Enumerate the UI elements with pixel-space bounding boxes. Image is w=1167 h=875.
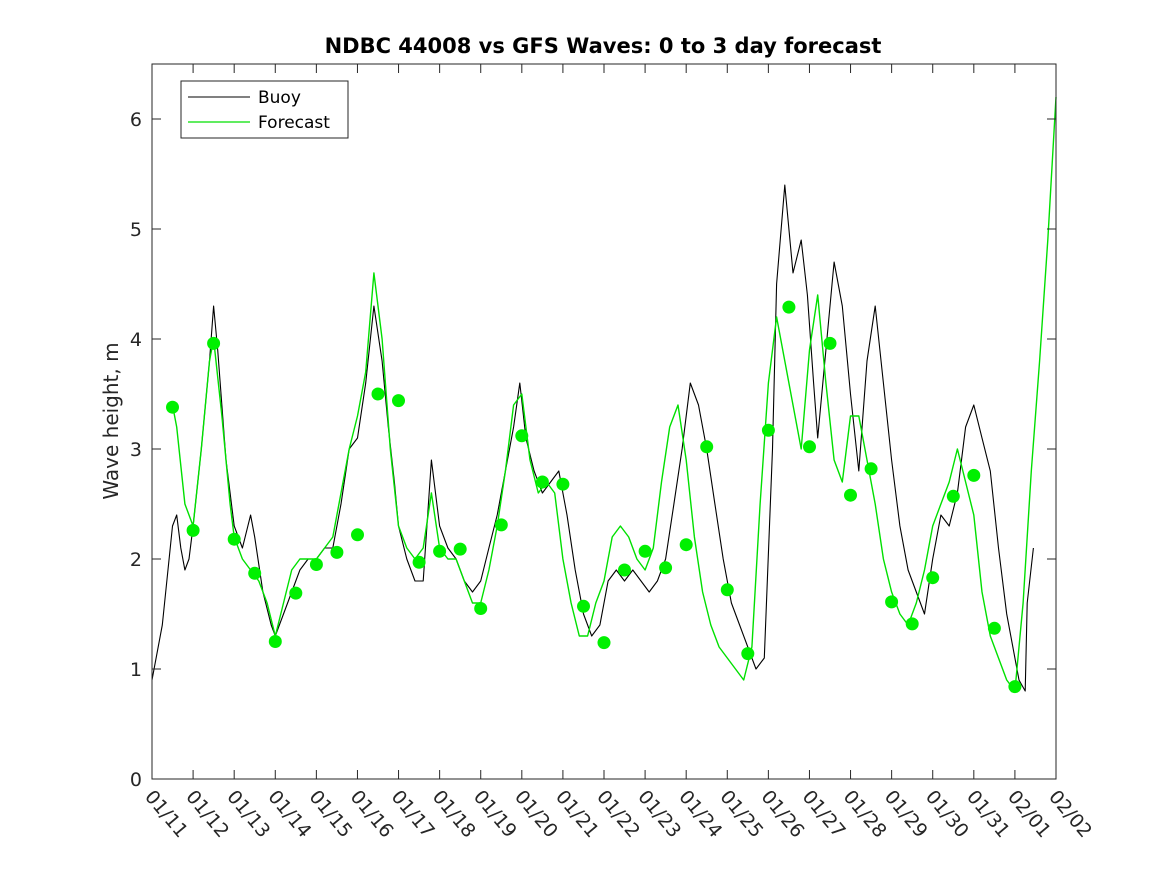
forecast-marker xyxy=(351,528,364,542)
forecast-marker xyxy=(967,468,981,482)
forecast-marker xyxy=(186,523,200,537)
forecast-marker xyxy=(946,489,960,503)
forecast-marker xyxy=(659,561,673,575)
forecast-marker xyxy=(289,586,303,600)
forecast-marker xyxy=(761,423,775,437)
legend-label-forecast: Forecast xyxy=(258,113,330,133)
forecast-marker xyxy=(207,336,221,350)
forecast-marker xyxy=(227,532,241,546)
forecast-marker xyxy=(885,595,899,609)
forecast-marker xyxy=(309,558,323,571)
forecast-marker xyxy=(741,647,755,661)
legend-box xyxy=(180,80,349,139)
forecast-marker xyxy=(679,538,693,552)
legend-label-buoy: Buoy xyxy=(258,88,301,108)
chart-title: NDBC 44008 vs GFS Waves: 0 to 3 day fore… xyxy=(325,34,882,58)
forecast-marker xyxy=(392,394,405,408)
forecast-marker xyxy=(1008,680,1022,694)
y-tick-label: 2 xyxy=(130,549,142,571)
y-tick-label: 1 xyxy=(130,659,142,681)
y-tick-label: 4 xyxy=(130,329,142,351)
legend: Buoy Forecast xyxy=(180,80,349,139)
forecast-marker xyxy=(844,488,857,502)
y-tick-label: 5 xyxy=(130,219,142,241)
forecast-marker xyxy=(618,563,631,577)
y-tick-label: 6 xyxy=(130,109,142,131)
forecast-marker xyxy=(782,300,796,314)
forecast-marker xyxy=(987,621,1001,635)
forecast-marker xyxy=(330,545,344,559)
forecast-marker xyxy=(433,544,447,558)
plot-area xyxy=(152,64,1056,779)
forecast-marker xyxy=(823,336,837,350)
y-axis-title: Wave height, m xyxy=(99,342,123,499)
forecast-marker xyxy=(556,477,570,491)
forecast-marker xyxy=(515,429,529,443)
forecast-marker xyxy=(577,599,590,613)
forecast-marker xyxy=(248,566,262,580)
forecast-marker xyxy=(453,542,467,556)
y-tick-label: 3 xyxy=(130,439,142,461)
forecast-marker xyxy=(474,602,488,615)
buoy-series-line xyxy=(151,184,1034,692)
forecast-marker xyxy=(597,636,611,650)
y-tick-label: 0 xyxy=(130,769,142,791)
forecast-marker xyxy=(720,583,734,597)
forecast-marker xyxy=(803,440,816,454)
marker-layer xyxy=(166,300,1022,694)
forecast-marker xyxy=(166,400,179,414)
forecast-marker xyxy=(268,635,282,648)
forecast-marker xyxy=(864,462,878,476)
forecast-marker xyxy=(638,544,652,558)
forecast-marker xyxy=(535,475,549,489)
forecast-marker xyxy=(412,555,426,569)
forecast-marker xyxy=(494,518,508,532)
forecast-marker xyxy=(700,440,714,454)
forecast-marker xyxy=(371,387,385,401)
y-axis: 0 1 2 3 4 5 6 xyxy=(130,109,1056,791)
forecast-marker xyxy=(905,617,919,631)
forecast-marker xyxy=(926,571,940,585)
